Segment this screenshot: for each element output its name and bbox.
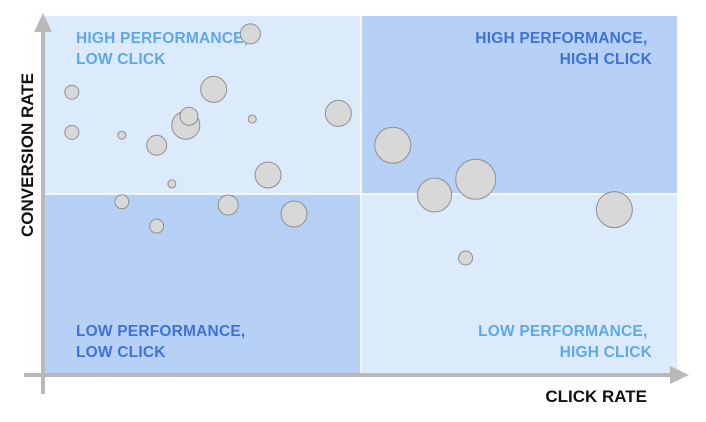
y-axis-arrow-icon [34, 13, 52, 32]
quadrant-top-left-background [44, 16, 361, 194]
data-point [114, 194, 130, 210]
quadrant-bottom-left-background [44, 194, 361, 374]
quadrant-label-line: LOW PERFORMANCE, [478, 323, 647, 340]
data-point [247, 114, 257, 124]
quadrant-top-right-background [361, 16, 677, 194]
data-points [64, 23, 633, 266]
data-point [595, 191, 633, 229]
data-point [64, 84, 80, 100]
data-point [117, 130, 127, 140]
quadrant-label-line: HIGH CLICK [560, 344, 653, 361]
quadrant-label-line: HIGH CLICK [560, 51, 653, 68]
data-point [455, 158, 497, 200]
data-point [458, 250, 474, 266]
quadrant-dividers [44, 16, 677, 374]
data-point [254, 161, 282, 189]
data-point [167, 179, 177, 189]
quadrant-label-bottom-left: LOW PERFORMANCE, LOW CLICK [76, 323, 250, 361]
data-point [217, 194, 239, 216]
quadrant-label-line: LOW PERFORMANCE, [76, 323, 245, 340]
data-point [200, 75, 228, 103]
data-point [149, 218, 165, 234]
data-point [146, 134, 168, 156]
data-point [64, 124, 80, 140]
quadrant-label-line: HIGH PERFORMANCE, [76, 30, 248, 47]
quadrant-labels: HIGH PERFORMANCE, LOW CLICK HIGH PERFORM… [76, 30, 653, 361]
y-axis-label: CONVERSION RATE [18, 73, 37, 237]
data-point [239, 23, 261, 45]
data-point [324, 99, 352, 127]
x-axis-arrow-icon [670, 366, 689, 384]
x-axis-label: CLICK RATE [545, 387, 647, 406]
quadrant-label-top-right: HIGH PERFORMANCE, HIGH CLICK [475, 30, 652, 68]
quadrant-label-bottom-right: LOW PERFORMANCE, HIGH CLICK [478, 323, 653, 361]
quadrant-label-line: LOW CLICK [76, 344, 166, 361]
axes [24, 13, 689, 394]
data-point [280, 200, 308, 228]
data-point [417, 177, 453, 213]
data-point [374, 126, 412, 164]
quadrant-label-top-left: HIGH PERFORMANCE, LOW CLICK [76, 30, 253, 68]
data-point [179, 106, 199, 126]
quadrant-label-line: LOW CLICK [76, 51, 166, 68]
quadrant-label-line: HIGH PERFORMANCE, [475, 30, 647, 47]
